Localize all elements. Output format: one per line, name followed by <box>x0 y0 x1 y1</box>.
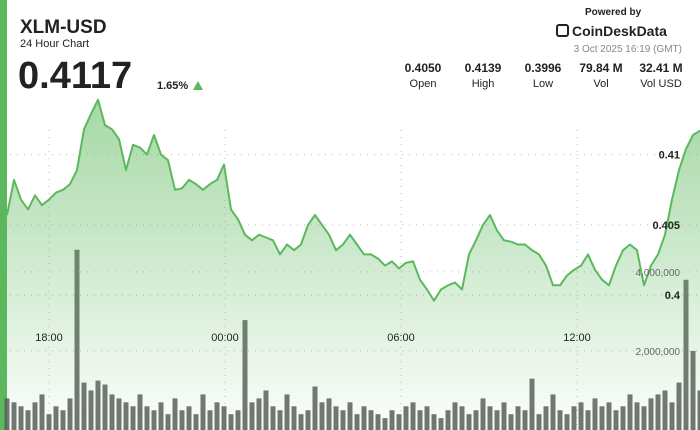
price-line <box>6 98 700 302</box>
stats: 0.4050 Open 0.4139 High 0.3996 Low 79.84 M Vol 3… <box>405 61 683 90</box>
stat-value: 0.3996 <box>525 61 562 75</box>
timestamp: 3 Oct 2025 16:19 (GMT) <box>574 44 682 55</box>
up-arrow <box>193 81 203 90</box>
y-tick-label: 0.405 <box>652 220 680 232</box>
accent-bar <box>0 0 7 430</box>
x-tick-label: 00:00 <box>211 332 239 344</box>
stat-value: 0.4139 <box>465 61 502 75</box>
stat-value: 32.41 M <box>639 61 682 75</box>
plot-area <box>4 98 700 430</box>
stat-name: Low <box>533 78 553 90</box>
stat-value: 0.4050 <box>405 61 442 75</box>
chart-title: XLM-USD <box>20 17 107 38</box>
stat-name: High <box>472 78 495 90</box>
stat-name: Open <box>410 78 437 90</box>
change: 1.65% <box>157 80 188 92</box>
x-tick-label: 18:00 <box>35 332 63 344</box>
y-tick-label: 0.41 <box>659 150 680 162</box>
powered-by: Powered by <box>585 7 642 18</box>
stat-value: 79.84 M <box>579 61 622 75</box>
x-tick-label: 12:00 <box>563 332 591 344</box>
price: 0.4117 <box>18 55 132 97</box>
brand-logo <box>556 24 569 37</box>
x-tick-label: 06:00 <box>387 332 415 344</box>
y-tick-label: 0.4 <box>665 290 681 302</box>
price-area <box>7 99 700 430</box>
chart-subtitle: 24 Hour Chart <box>20 38 89 50</box>
y2-tick-label: 2,000,000 <box>636 347 681 358</box>
y2-tick-label: 4,000,000 <box>636 268 681 279</box>
brand: CoinDeskData <box>572 23 667 39</box>
stat-name: Vol USD <box>640 78 682 90</box>
stat-name: Vol <box>593 78 608 90</box>
